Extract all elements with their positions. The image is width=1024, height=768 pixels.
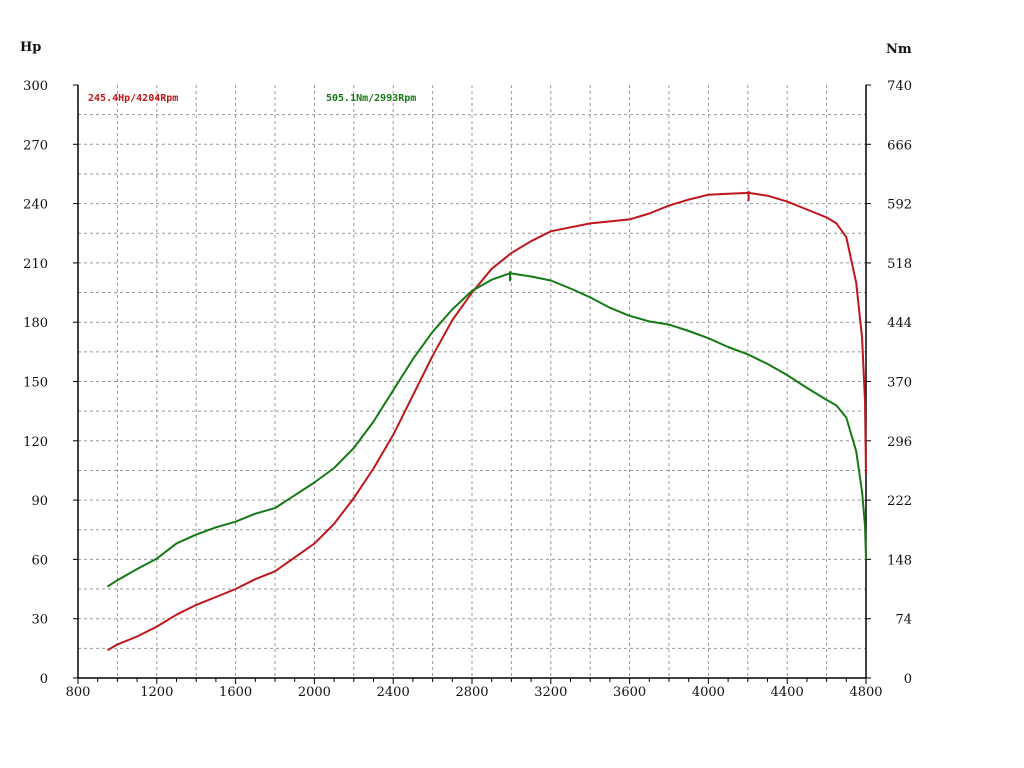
x-tick-label: 800 <box>66 685 91 700</box>
left-y-tick-label: 90 <box>31 494 48 509</box>
x-tick-label: 1200 <box>140 685 173 700</box>
left-y-tick-label: 0 <box>40 672 48 687</box>
left-y-tick-label: 60 <box>31 553 48 568</box>
right-y-tick-label: 74 <box>895 613 912 628</box>
x-tick-label: 3600 <box>613 685 646 700</box>
x-tick-label: 4400 <box>771 685 804 700</box>
grid <box>78 85 866 678</box>
torque-peak-label: 505.1Nm/2993Rpm <box>326 93 416 104</box>
x-tick-label: 2800 <box>455 685 488 700</box>
x-tick-label: 1600 <box>219 685 252 700</box>
power-peak-label: 245.4Hp/4204Rpm <box>88 93 178 104</box>
x-tick-label: 4800 <box>849 685 882 700</box>
x-tick-label: 2000 <box>298 685 331 700</box>
x-tick-label: 4000 <box>692 685 725 700</box>
left-axis-unit: Hp <box>20 40 41 55</box>
right-y-tick-label: 444 <box>887 316 912 331</box>
right-y-tick-label: 0 <box>904 672 912 687</box>
right-y-tick-label: 296 <box>887 435 912 450</box>
left-y-tick-label: 180 <box>23 316 48 331</box>
power-curve <box>106 191 867 652</box>
left-y-tick-label: 30 <box>31 613 48 628</box>
left-y-tick-label: 240 <box>23 198 48 213</box>
axes: 800 1200 1600 2000 2400 2800 3200 3600 4000 4400 4… <box>23 79 912 700</box>
left-y-tick-label: 270 <box>23 138 48 153</box>
left-y-tick-label: 210 <box>23 257 48 272</box>
torque-curve <box>106 272 867 588</box>
right-y-tick-label: 148 <box>887 553 912 568</box>
x-tick-label: 3200 <box>534 685 567 700</box>
right-y-tick-label: 666 <box>887 138 912 153</box>
right-y-tick-label: 222 <box>887 494 912 509</box>
right-y-tick-label: 370 <box>887 376 912 391</box>
x-tick-label: 2400 <box>377 685 410 700</box>
left-y-tick-label: 300 <box>23 79 48 94</box>
left-y-tick-label: 120 <box>23 435 48 450</box>
series-layer <box>106 190 867 652</box>
right-y-tick-label: 592 <box>887 198 912 213</box>
right-y-tick-label: 518 <box>887 257 912 272</box>
left-y-tick-label: 150 <box>23 376 48 391</box>
right-y-tick-label: 740 <box>887 79 912 94</box>
right-axis-unit: Nm <box>886 42 912 57</box>
